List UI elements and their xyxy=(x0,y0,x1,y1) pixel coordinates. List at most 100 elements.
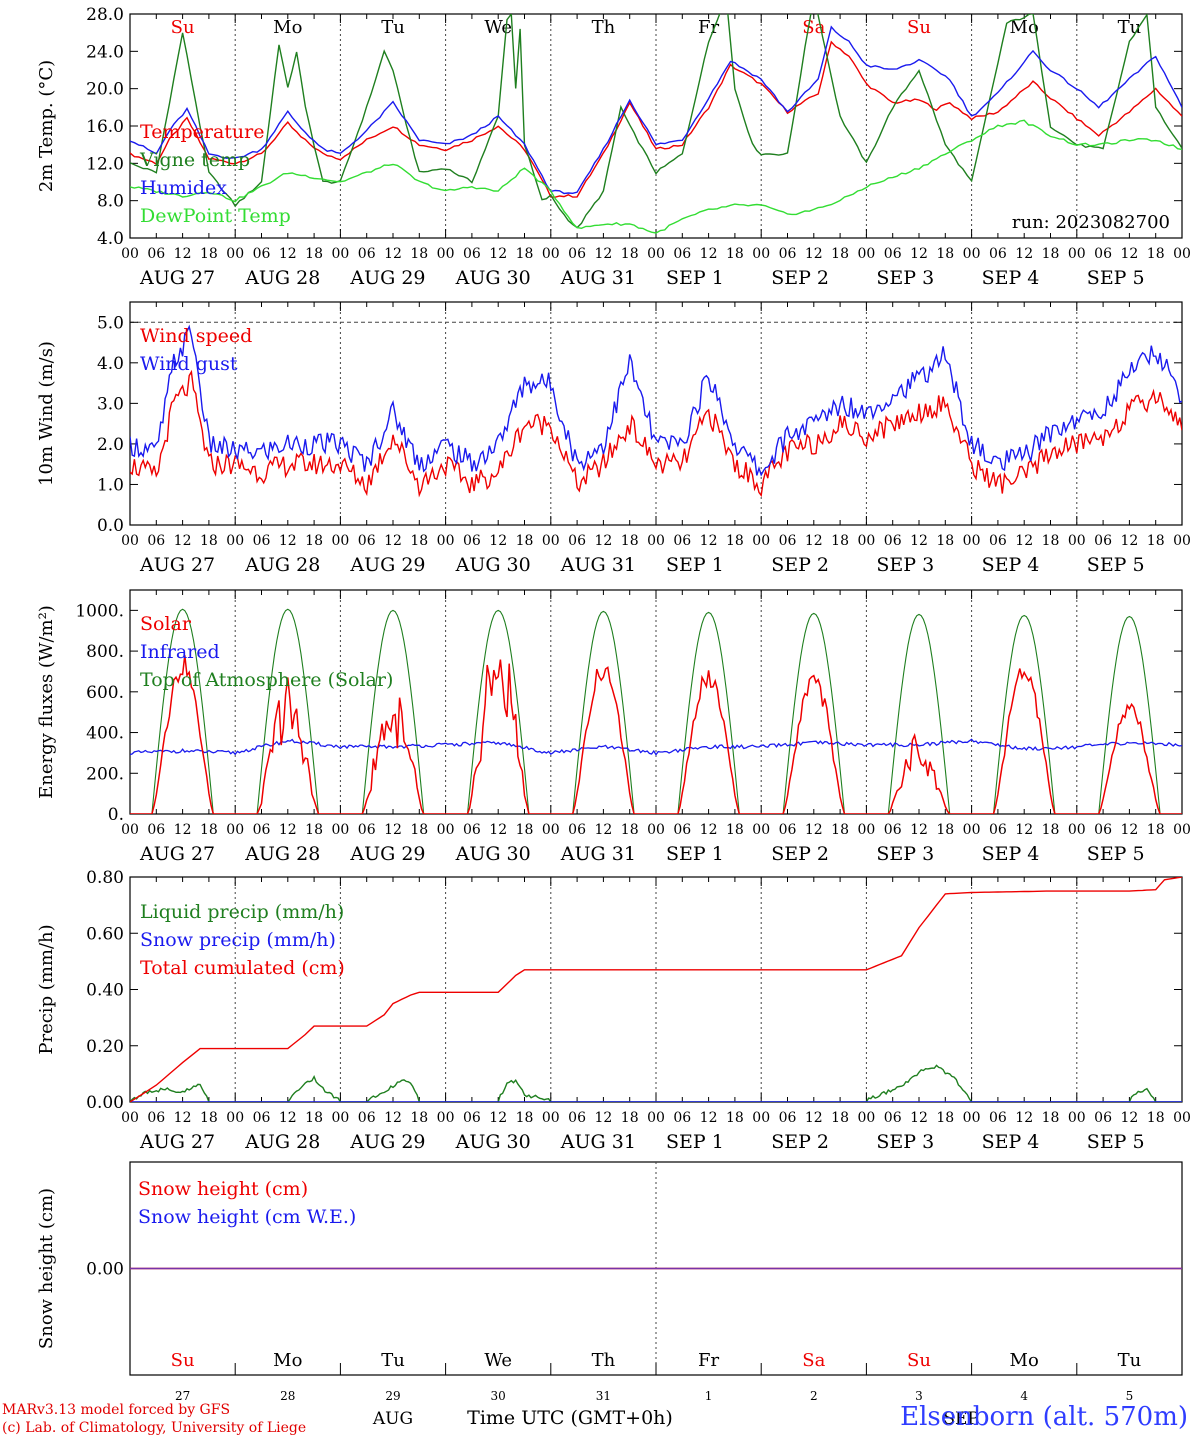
x-date-label: SEP 3 xyxy=(876,554,934,576)
x-date-label: AUG 29 xyxy=(349,554,425,576)
wind-gust-series-line xyxy=(130,324,1182,477)
x-hour-tick-label: 12 xyxy=(1015,822,1033,838)
precip-y-tick-label: 0.20 xyxy=(86,1037,124,1057)
wind-y-tick-label: 3.0 xyxy=(97,394,124,414)
x-hour-tick-label: 12 xyxy=(594,533,612,549)
x-hour-tick-label: 18 xyxy=(936,246,954,262)
x-hour-tick-label: 06 xyxy=(779,822,797,838)
weekday-label: Fr xyxy=(698,1350,719,1371)
x-hour-tick-label: 06 xyxy=(989,533,1007,549)
x-date-label: AUG 27 xyxy=(139,554,215,576)
x-hour-tick-label: 18 xyxy=(726,246,744,262)
x-date-label: AUG 27 xyxy=(139,267,215,289)
x-hour-tick-label: 18 xyxy=(410,246,428,262)
x-hour-tick-label: 06 xyxy=(989,822,1007,838)
x-hour-tick-label: 12 xyxy=(910,533,928,549)
x-hour-tick-label: 00 xyxy=(752,822,770,838)
x-hour-tick-label: 00 xyxy=(1173,533,1191,549)
x-hour-tick-label: 12 xyxy=(1015,246,1033,262)
x-date-label: SEP 3 xyxy=(876,1131,934,1153)
x-hour-tick-label: 00 xyxy=(963,1110,981,1126)
x-date-label: AUG 31 xyxy=(560,1131,636,1153)
x-hour-tick-label: 18 xyxy=(200,246,218,262)
x-hour-tick-label: 18 xyxy=(410,822,428,838)
x-hour-tick-label: 00 xyxy=(542,1110,560,1126)
x-date-label: SEP 1 xyxy=(666,843,724,865)
run-annotation: run: 2023082700 xyxy=(1012,212,1170,233)
x-hour-tick-label: 06 xyxy=(1094,533,1112,549)
x-date-label: AUG 27 xyxy=(139,843,215,865)
wind-legend-entry: Wind gust xyxy=(140,353,238,375)
x-hour-tick-label: 00 xyxy=(647,533,665,549)
x-date-label: AUG 28 xyxy=(244,843,320,865)
weekday-label: Th xyxy=(592,17,616,38)
x-hour-tick-label: 00 xyxy=(1068,1110,1086,1126)
x-hour-tick-label: 06 xyxy=(253,822,271,838)
x-date-label: AUG 31 xyxy=(560,267,636,289)
x-date-label: AUG 31 xyxy=(560,843,636,865)
x-hour-tick-label: 18 xyxy=(410,1110,428,1126)
x-hour-tick-label: 06 xyxy=(358,246,376,262)
infrared-series-line xyxy=(130,738,1182,756)
x-date-label: AUG 28 xyxy=(244,1131,320,1153)
x-hour-tick-label: 12 xyxy=(384,533,402,549)
x-hour-tick-label: 18 xyxy=(516,533,534,549)
x-hour-tick-label: 12 xyxy=(279,1110,297,1126)
x-hour-tick-label: 18 xyxy=(1042,533,1060,549)
precip-legend-entry: Snow precip (mm/h) xyxy=(140,929,336,951)
x-hour-tick-label: 06 xyxy=(989,246,1007,262)
x-hour-tick-label: 06 xyxy=(147,1110,165,1126)
x-hour-tick-label: 00 xyxy=(542,533,560,549)
x-hour-tick-label: 00 xyxy=(1068,822,1086,838)
x-hour-tick-label: 12 xyxy=(805,246,823,262)
x-hour-tick-label: 00 xyxy=(437,1110,455,1126)
x-hour-tick-label: 00 xyxy=(331,533,349,549)
x-hour-tick-label: 18 xyxy=(831,1110,849,1126)
x-hour-tick-label: 18 xyxy=(200,822,218,838)
x-hour-tick-label: 06 xyxy=(568,246,586,262)
temperature-y-tick-label: 28.0 xyxy=(86,5,124,25)
energy-y-axis-label: Energy fluxes (W/m²) xyxy=(36,605,57,799)
x-hour-tick-label: 00 xyxy=(331,246,349,262)
x-hour-tick-label: 12 xyxy=(700,822,718,838)
day-number-label: 1 xyxy=(705,1389,713,1403)
weekday-label: Fr xyxy=(698,17,719,38)
x-hour-tick-label: 00 xyxy=(647,822,665,838)
x-hour-tick-label: 00 xyxy=(857,1110,875,1126)
x-hour-tick-label: 12 xyxy=(805,822,823,838)
total-cumulated-cm--series-line xyxy=(130,877,1182,1102)
day-number-label: 27 xyxy=(175,1389,190,1403)
x-hour-tick-label: 06 xyxy=(253,246,271,262)
x-hour-tick-label: 18 xyxy=(936,1110,954,1126)
x-hour-tick-label: 18 xyxy=(936,533,954,549)
x-hour-tick-label: 18 xyxy=(305,533,323,549)
x-hour-tick-label: 06 xyxy=(147,246,165,262)
energy-legend-entry: Solar xyxy=(140,613,192,635)
x-hour-tick-label: 12 xyxy=(594,1110,612,1126)
x-hour-tick-label: 06 xyxy=(884,822,902,838)
temperature-legend-entry: Vigne temp xyxy=(139,149,250,171)
model-credit: MARv3.13 model forced by GFS xyxy=(2,1402,231,1418)
energy-y-tick-label: 0. xyxy=(108,805,124,825)
x-hour-tick-label: 12 xyxy=(174,1110,192,1126)
x-date-label: AUG 31 xyxy=(560,554,636,576)
x-date-label: AUG 30 xyxy=(455,267,531,289)
weekday-label: Su xyxy=(171,1350,195,1371)
x-hour-tick-label: 00 xyxy=(542,246,560,262)
weekday-label: Mo xyxy=(1010,17,1039,38)
x-hour-tick-label: 00 xyxy=(647,246,665,262)
snow-y-axis-label: Snow height (cm) xyxy=(36,1188,57,1349)
x-hour-tick-label: 12 xyxy=(700,1110,718,1126)
day-number-label: 3 xyxy=(915,1389,923,1403)
x-date-label: SEP 4 xyxy=(982,1131,1040,1153)
temperature-y-tick-label: 12.0 xyxy=(86,154,124,174)
wind-y-tick-label: 1.0 xyxy=(97,475,124,495)
x-hour-tick-label: 06 xyxy=(358,533,376,549)
x-hour-tick-label: 00 xyxy=(752,246,770,262)
precip-legend-entry: Liquid precip (mm/h) xyxy=(140,901,344,923)
x-date-label: SEP 3 xyxy=(876,843,934,865)
x-date-label: AUG 30 xyxy=(455,843,531,865)
weekday-label: Mo xyxy=(1010,1350,1039,1371)
x-hour-tick-label: 18 xyxy=(1042,1110,1060,1126)
weekday-label: We xyxy=(484,17,512,38)
